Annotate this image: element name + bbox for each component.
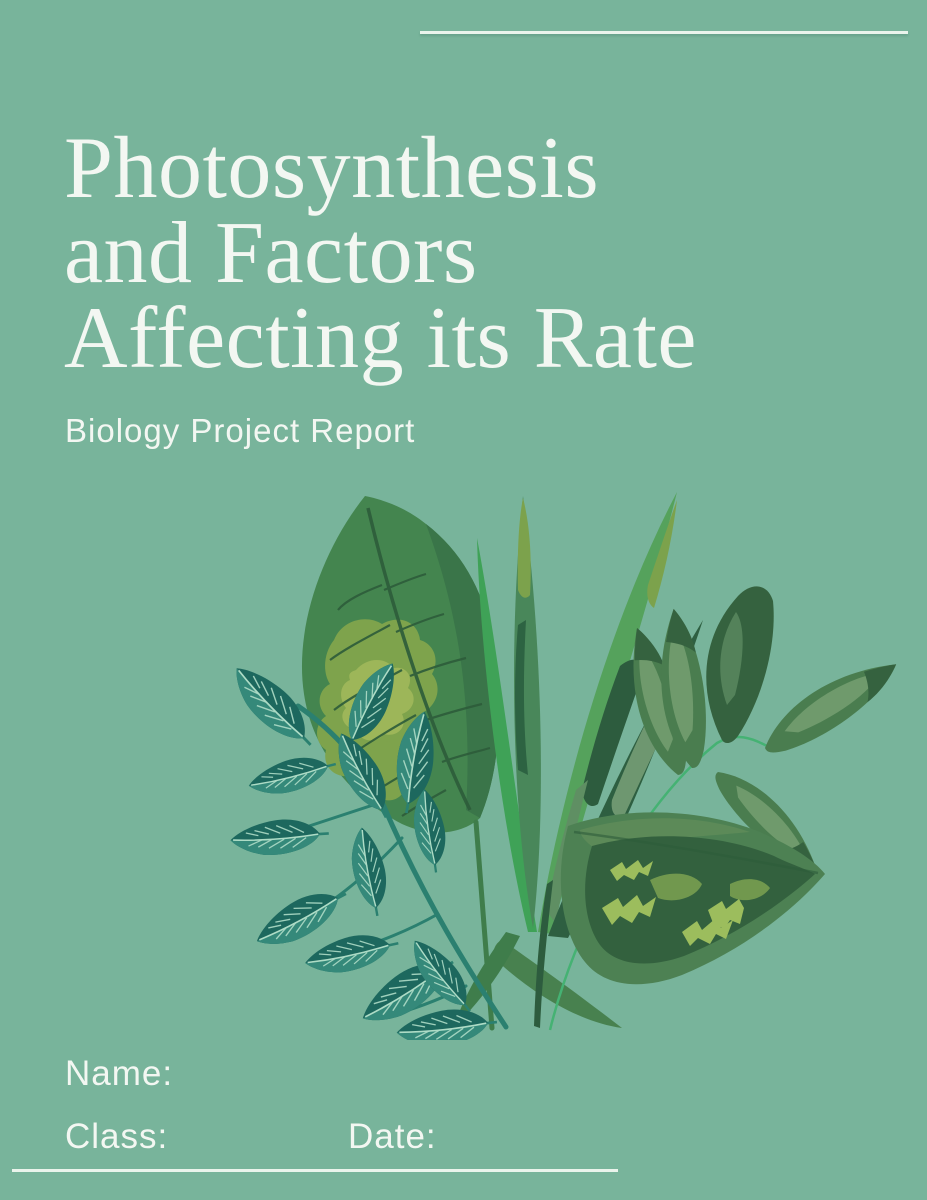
top-rule [420,31,908,34]
leaf-illustration [230,492,910,1040]
hanging-blade [493,940,622,1028]
bottom-rule [12,1169,618,1172]
page-title: Photosynthesis and Factors Affecting its… [64,120,784,387]
date-label: Date: [348,1117,437,1156]
subtitle: Biology Project Report [65,412,416,449]
name-label: Name: [65,1054,174,1093]
class-label: Class: [65,1117,169,1156]
title-line-3: Affecting its Rate [64,290,697,387]
large-right-leaf [560,812,825,985]
down-blade [454,932,520,1027]
teal-branch [230,654,509,1040]
dark-blade [534,880,553,1028]
title-line-1: Photosynthesis [64,120,600,217]
right-branch [548,586,910,1031]
title-line-2: and Factors [64,205,478,302]
